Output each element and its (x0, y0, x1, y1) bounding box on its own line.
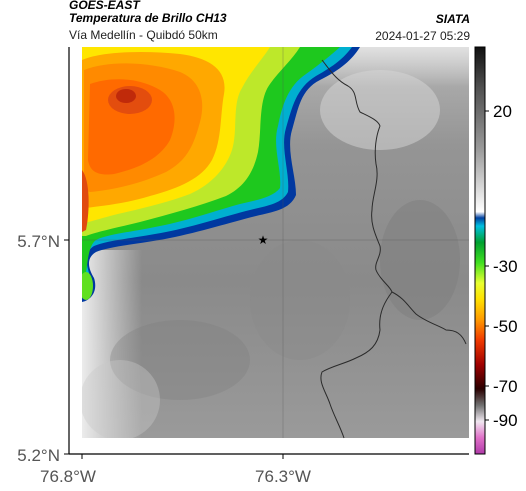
product-title: Temperatura de Brillo CH13 (69, 11, 227, 25)
reference-point-marker: ★ (258, 233, 269, 247)
country-borders (320, 59, 467, 439)
institution-label: SIATA (435, 12, 470, 26)
cloud-field (82, 47, 469, 438)
satellite-title: GOES-EAST (69, 0, 140, 12)
colorbar-tick-label: 20 (493, 102, 512, 121)
x-tick-label: 76.3°W (255, 467, 311, 486)
colorbar-tick-label: -70 (493, 377, 518, 396)
colorbar-tick-label: -50 (493, 317, 518, 336)
colorbar-tick-label: -30 (493, 257, 518, 276)
datetime-label: 2024-01-27 05:29 (375, 29, 470, 43)
colorbar (474, 46, 486, 455)
y-tick-label: 5.2°N (17, 446, 60, 465)
x-tick-label: 76.8°W (40, 467, 96, 486)
y-tick-label: 5.7°N (17, 232, 60, 251)
colorbar-tick-label: -90 (493, 411, 518, 430)
region-subtitle: Vía Medellín - Quibdó 50km (69, 28, 218, 42)
